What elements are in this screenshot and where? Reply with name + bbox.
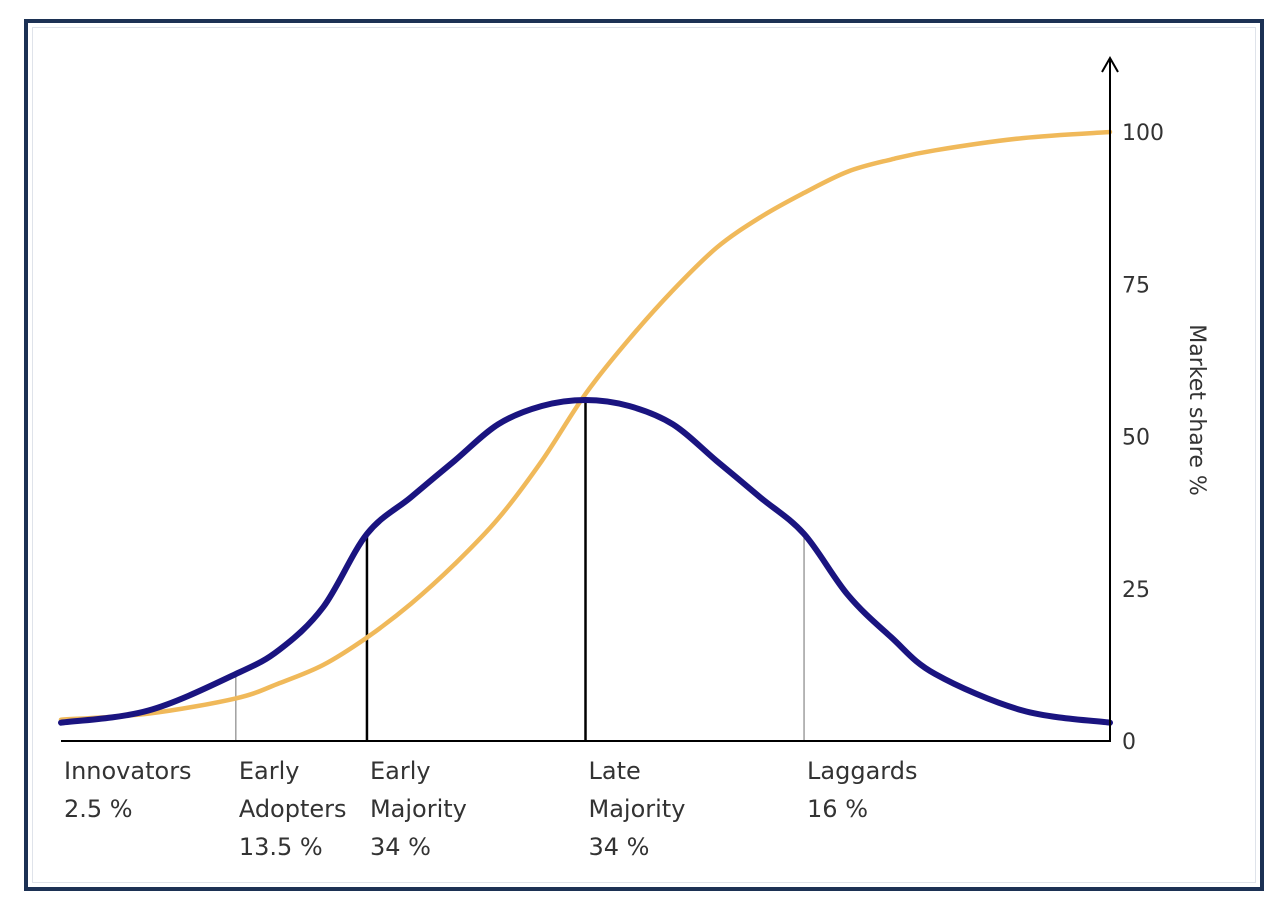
segment-label-2-line-3: 13.5 % [239, 833, 323, 861]
segment-label-5-line-1: Laggards [807, 757, 917, 785]
segment-label-2-line-1: Early [239, 757, 300, 785]
y-tick-label-50: 50 [1122, 426, 1150, 451]
y-axis-title: Market share % [1184, 324, 1209, 496]
segment-label-3-line-1: Early [370, 757, 431, 785]
chart-frame-inner-border [32, 27, 1256, 883]
segment-label-group-2: Early Adopters 13.5 % [239, 757, 347, 861]
segment-label-3-line-3: 34 % [370, 833, 431, 861]
segment-label-4-line-1: Late [589, 757, 641, 785]
y-tick-label-100: 100 [1122, 121, 1164, 146]
y-tick-label-0: 0 [1122, 730, 1136, 755]
chart-frame [24, 19, 1264, 891]
segment-label-group-1: Innovators 2.5 % [64, 757, 192, 823]
segment-label-5-line-2: 16 % [807, 795, 868, 823]
segment-label-3-line-2: Majority [370, 795, 467, 823]
s-curve-curve-line [58, 129, 1113, 722]
segment-labels: Innovators 2.5 % Early Adopters 13.5 % Early M… [64, 757, 917, 861]
y-tick-label-25: 25 [1122, 578, 1150, 603]
segment-label-4-line-3: 34 % [589, 833, 650, 861]
y-axis-arrow-icon [1101, 55, 1119, 73]
axes: 0 25 50 75 100 [61, 55, 1164, 755]
segment-label-2-line-2: Adopters [239, 795, 347, 823]
segment-label-1-line-2: 2.5 % [64, 795, 133, 823]
segment-label-group-3: Early Majority 34 % [370, 757, 467, 861]
segment-label-group-5: Laggards 16 % [807, 757, 917, 823]
bell-curve-line [58, 397, 1113, 726]
segment-dividers [235, 399, 805, 741]
y-tick-label-75: 75 [1122, 273, 1150, 298]
segment-label-1-line-1: Innovators [64, 757, 192, 785]
segment-label-4-line-2: Majority [589, 795, 686, 823]
segment-label-group-4: Late Majority 34 % [589, 757, 686, 861]
series-layer [58, 129, 1113, 726]
